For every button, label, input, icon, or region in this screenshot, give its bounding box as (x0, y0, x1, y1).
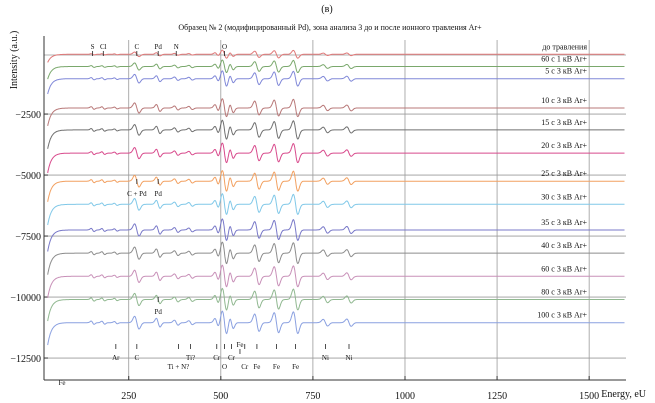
series-line-13 (47, 310, 625, 346)
y-tick-label: −5000 (15, 171, 41, 182)
peak-marker-bottom: Cr (213, 354, 221, 362)
y-axis-label: Intensity (a.u.) (9, 31, 20, 90)
peak-marker-top: S (91, 43, 95, 51)
chart-title: Образец № 2 (модифицированный Pd), зона … (178, 23, 482, 32)
series-label-3: 5 с 3 кВ Ar+ (545, 67, 587, 76)
peak-marker-bottom: Cr (241, 363, 249, 371)
series-label-13: 100 с 3 кВ Ar+ (537, 311, 587, 320)
series-line-12 (47, 287, 625, 322)
series-line-8 (47, 193, 625, 226)
series-label-9: 35 с 3 кВ Ar+ (541, 218, 587, 227)
series-label-11: 60 с 3 кВ Ar+ (541, 264, 587, 273)
series-line-3 (47, 70, 625, 95)
peak-marker-top: C (134, 43, 139, 51)
series-label-4: 10 с 3 кВ Ar+ (541, 96, 587, 105)
series-label-1: до травления (542, 42, 587, 51)
series-line-6 (47, 142, 625, 173)
peak-marker-bottom: Ni (322, 354, 329, 362)
peak-marker-bottom: Cr (228, 354, 236, 362)
y-tick-label: −10000 (10, 293, 41, 304)
series-line-1 (47, 49, 625, 63)
x-tick-label: 1500 (579, 391, 599, 402)
series-line-10 (47, 241, 625, 275)
series-label-5: 15 с 3 кВ Ar+ (541, 118, 587, 127)
series-line-7 (47, 170, 625, 202)
x-tick-label: 250 (121, 391, 136, 402)
peak-marker-top: O (222, 43, 227, 51)
series-line-9 (47, 218, 625, 252)
peak-marker-mid: C + Pd (127, 190, 147, 198)
peak-marker-bottom: Fe (253, 363, 260, 371)
x-tick-label: 1250 (487, 391, 507, 402)
peak-marker-bottom: Fe (292, 363, 299, 371)
peak-marker-top: Pd (154, 43, 162, 51)
peak-marker-mid: Pd (154, 190, 162, 198)
x-axis-label: Energy, eU (601, 389, 646, 400)
series-label-12: 80 с 3 кВ Ar+ (541, 287, 587, 296)
peak-marker-pd: Pd (154, 308, 162, 316)
series-label-10: 40 с 3 кВ Ar+ (541, 241, 587, 250)
peak-marker-bottom: Fe (273, 363, 280, 371)
series-label-2: 60 с 1 кВ Ar+ (541, 54, 587, 63)
x-tick-label: 500 (213, 391, 228, 402)
peak-marker-bottom: Fe (236, 341, 243, 349)
series-label-6: 20 с 3 кВ Ar+ (541, 141, 587, 150)
y-tick-label: −2500 (15, 110, 41, 121)
y-tick-label: −12500 (10, 354, 41, 365)
series-line-4 (47, 98, 625, 126)
x-tick-label: 750 (305, 391, 320, 402)
peak-marker-bottom: Ar (112, 354, 120, 362)
series-label-7: 25 с 3 кВ Ar+ (541, 169, 587, 178)
series-line-5 (47, 119, 625, 149)
peak-marker-bottom: Ti + N? (168, 363, 190, 371)
series-line-2 (47, 59, 625, 80)
peak-marker-bottom: Ti? (186, 354, 195, 362)
peak-marker-top: Cl (100, 43, 107, 51)
peak-marker-top: N (174, 43, 179, 51)
x-tick-label: 1000 (395, 391, 415, 402)
series-label-8: 30 с 3 кВ Ar+ (541, 192, 587, 201)
series-line-11 (47, 264, 625, 298)
peak-marker-bottom: Fe (58, 379, 65, 387)
panel-label: (в) (321, 4, 332, 15)
peak-marker-bottom: C (134, 354, 139, 362)
peak-marker-bottom: Ni (345, 354, 352, 362)
y-tick-label: −7500 (15, 232, 41, 243)
peak-marker-bottom: O (222, 363, 227, 371)
